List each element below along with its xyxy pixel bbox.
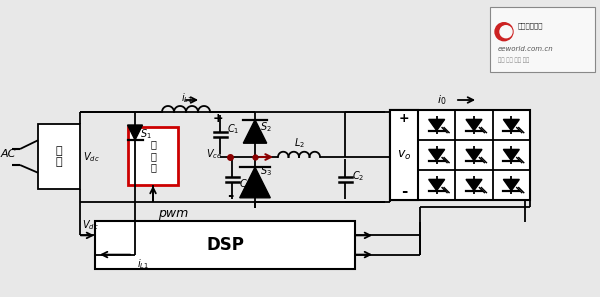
Text: $C_2$: $C_2$	[239, 178, 251, 191]
Text: +: +	[398, 111, 409, 124]
Text: AC: AC	[1, 149, 16, 159]
Polygon shape	[240, 167, 271, 198]
Text: 朋友 电子 工程 之家: 朋友 电子 工程 之家	[498, 58, 529, 63]
Text: $V_{dc}$: $V_{dc}$	[82, 219, 98, 232]
Bar	[390, 110, 530, 200]
Polygon shape	[503, 179, 520, 191]
Text: $L_2$: $L_2$	[293, 136, 305, 150]
Polygon shape	[428, 179, 445, 191]
Polygon shape	[128, 125, 143, 140]
Polygon shape	[244, 120, 267, 143]
Text: $V_{ce}$: $V_{ce}$	[206, 147, 222, 161]
Text: $v_o$: $v_o$	[397, 148, 411, 162]
Text: 整
流: 整 流	[56, 146, 62, 167]
Text: $i_{L1}$: $i_{L1}$	[137, 257, 149, 271]
Polygon shape	[466, 119, 482, 131]
Text: $C_2$: $C_2$	[352, 170, 364, 184]
Text: $i_0$: $i_0$	[437, 93, 447, 107]
Circle shape	[500, 26, 512, 38]
Bar	[38, 124, 80, 189]
Polygon shape	[428, 149, 445, 161]
Text: $V_{dc}$: $V_{dc}$	[83, 150, 100, 164]
Text: 电子工程世界: 电子工程世界	[518, 22, 544, 29]
Bar	[390, 110, 418, 200]
Text: $S_3$: $S_3$	[260, 164, 272, 178]
Circle shape	[495, 23, 513, 41]
Bar	[490, 7, 595, 72]
Polygon shape	[503, 119, 520, 131]
Text: -: -	[401, 184, 407, 200]
Text: DSP: DSP	[206, 236, 244, 254]
Text: -: -	[227, 189, 233, 203]
Polygon shape	[503, 149, 520, 161]
Bar	[128, 127, 178, 185]
Text: eeworld.com.cn: eeworld.com.cn	[498, 46, 554, 52]
Text: $C_1$: $C_1$	[227, 123, 239, 136]
Polygon shape	[466, 179, 482, 191]
Text: +: +	[213, 111, 223, 124]
Text: 逆
變
器: 逆 變 器	[150, 139, 156, 173]
Polygon shape	[428, 119, 445, 131]
Polygon shape	[466, 149, 482, 161]
Text: pwm: pwm	[158, 208, 188, 220]
Text: $S_2$: $S_2$	[260, 120, 272, 134]
Text: $i_{L1}$: $i_{L1}$	[181, 91, 193, 105]
Text: $S_1$: $S_1$	[140, 127, 152, 141]
Bar	[95, 221, 355, 269]
